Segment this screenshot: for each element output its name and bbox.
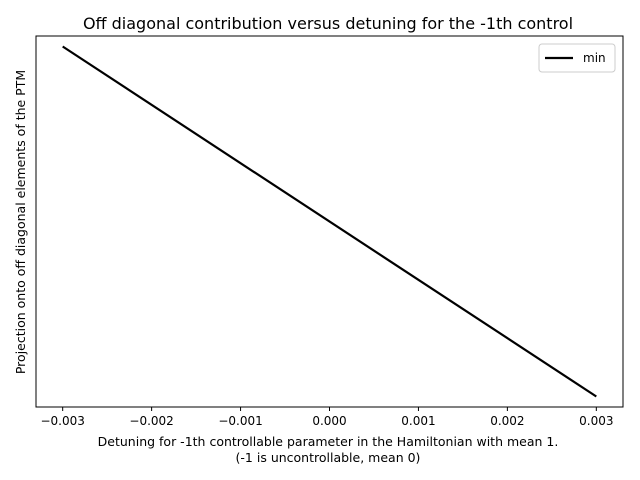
x-axis-label-line-2: (-1 is uncontrollable, mean 0)	[236, 450, 421, 465]
x-tick-label: −0.002	[129, 414, 173, 428]
legend-label: min	[583, 51, 606, 65]
x-tick-label: 0.001	[401, 414, 435, 428]
legend-box	[538, 43, 616, 73]
x-tick-label: −0.003	[40, 414, 84, 428]
x-tick-label: 0.003	[579, 414, 613, 428]
x-tick-label: 0.002	[490, 414, 524, 428]
series-line-min	[62, 45, 597, 398]
x-tick-label: 0.000	[312, 414, 346, 428]
x-axis-ticks: −0.003 −0.002 −0.001 0.000 0.001 0.002 0.003	[40, 407, 613, 428]
legend: min	[538, 43, 616, 73]
y-axis-label: Projection onto off diagonal elements of…	[13, 70, 28, 374]
chart-title: Off diagonal contribution versus detunin…	[83, 14, 573, 33]
x-tick-label: −0.001	[218, 414, 262, 428]
x-axis-label-line-1: Detuning for -1th controllable parameter…	[98, 434, 559, 449]
series-layer	[62, 45, 597, 398]
